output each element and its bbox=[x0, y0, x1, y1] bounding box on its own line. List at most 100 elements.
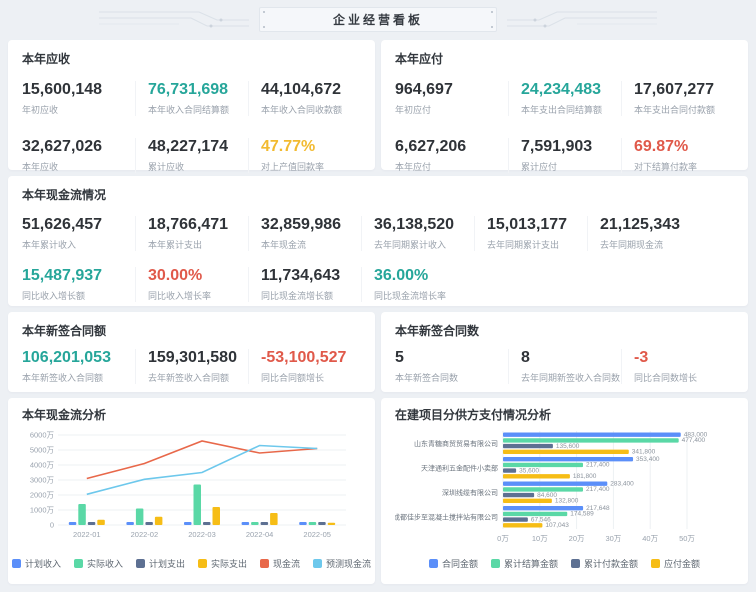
metric-value: 44,104,672 bbox=[261, 81, 342, 98]
chart-title: 在建项目分供方支付情况分析 bbox=[395, 408, 552, 422]
legend-swatch bbox=[313, 559, 323, 568]
y-tick-label: 4000万 bbox=[30, 461, 55, 470]
bar-计划支出[interactable] bbox=[87, 522, 96, 525]
bar-累计结算金额[interactable] bbox=[503, 462, 584, 468]
bar-实际支出[interactable] bbox=[97, 519, 105, 525]
legend-item-计划支出[interactable]: 计划支出 bbox=[135, 557, 185, 570]
bar-实际收入[interactable] bbox=[308, 522, 317, 525]
bar-应付金额[interactable] bbox=[503, 474, 570, 479]
bar-累计结算金额[interactable] bbox=[503, 511, 568, 517]
bar-实际支出[interactable] bbox=[154, 516, 163, 525]
metric-label: 去年同期累计支出 bbox=[487, 240, 560, 250]
category-label: 山东青糖商贸贸易有限公司 bbox=[414, 439, 498, 448]
bar-合同金额[interactable] bbox=[503, 457, 634, 462]
row-receivable-payable: 本年应收 15,600,148 年初应收 76,731,698 本年收入合同结算额 44… bbox=[8, 40, 748, 173]
legend-item-应付金额[interactable]: 应付金额 bbox=[651, 557, 700, 570]
metric-value: 159,301,580 bbox=[148, 349, 237, 366]
metric-value: 5 bbox=[395, 349, 404, 366]
legend-item-累计结算金额[interactable]: 累计结算金额 bbox=[490, 557, 558, 570]
metric: 17,607,277 本年支出合同付款额 bbox=[621, 81, 734, 116]
bar-value-label: 483,000 bbox=[684, 431, 708, 438]
line-现金流[interactable] bbox=[86, 440, 318, 480]
metric: 24,234,483 本年支出合同结算额 bbox=[508, 81, 621, 116]
metric-value: 47.77% bbox=[261, 138, 316, 155]
bar-value-label: 174,589 bbox=[570, 511, 594, 518]
metric: 106,201,053 本年新签收入合同额 bbox=[22, 349, 135, 384]
metric-label: 本年收入合同结算额 bbox=[148, 105, 230, 115]
bar-实际收入[interactable] bbox=[135, 508, 144, 526]
metric-value: 48,227,174 bbox=[148, 138, 229, 155]
legend-item-现金流[interactable]: 现金流 bbox=[260, 557, 300, 570]
row-contracts: 本年新签合同额 106,201,053 本年新签收入合同额 159,301,580 去… bbox=[8, 312, 748, 392]
bar-应付金额[interactable] bbox=[503, 523, 543, 528]
metric: 51,626,457 本年累计收入 bbox=[22, 216, 135, 251]
chart-title: 本年现金流分析 bbox=[22, 408, 107, 422]
bar-计划收入[interactable] bbox=[126, 522, 134, 525]
bar-实际收入[interactable] bbox=[251, 522, 259, 525]
cashflow-analysis-chart[interactable]: 0 1000万 2000万 3000万 4000万 5000万 6000万 2022-01 20… bbox=[22, 427, 358, 555]
bar-计划收入[interactable] bbox=[184, 522, 192, 525]
metric-label: 累计应收 bbox=[148, 162, 185, 172]
bar-计划收入[interactable] bbox=[241, 522, 250, 525]
bar-合同金额[interactable] bbox=[503, 481, 608, 486]
metric-value: 15,487,937 bbox=[22, 267, 103, 284]
card-title: 本年新签合同数 bbox=[395, 324, 480, 338]
metric-label: 年初应收 bbox=[22, 105, 59, 115]
cashflow-analysis-card: 本年现金流分析 0 1000万 2000万 3000万 4000万 5000万 6000万 2… bbox=[8, 398, 375, 584]
x-tick-label: 2022-03 bbox=[188, 530, 216, 539]
supplier-payment-card: 在建项目分供方支付情况分析 0万 10万 20万 30万 40万 50万 山东青糖商贸贸易有… bbox=[381, 398, 748, 584]
metric-value: 106,201,053 bbox=[22, 349, 111, 366]
metric: 8 去年同期新签收入合同数 bbox=[508, 349, 621, 384]
bar-应付金额[interactable] bbox=[503, 449, 629, 454]
bar-计划支出[interactable] bbox=[145, 522, 153, 525]
metric-value: 21,125,343 bbox=[600, 216, 681, 233]
bar-实际收入[interactable] bbox=[193, 484, 202, 526]
bar-应付金额[interactable] bbox=[503, 498, 552, 503]
metric: 6,627,206 本年应付 bbox=[395, 138, 508, 173]
bar-累计结算金额[interactable] bbox=[503, 438, 679, 443]
bar-累计付款金额[interactable] bbox=[503, 443, 553, 449]
bar-计划支出[interactable] bbox=[260, 522, 269, 525]
bar-实际收入[interactable] bbox=[78, 504, 86, 525]
legend-item-合同金额[interactable]: 合同金额 bbox=[428, 557, 478, 570]
metric: 18,766,471 本年累计支出 bbox=[135, 216, 248, 251]
metric-label: 去年同期现金流 bbox=[600, 240, 664, 250]
metric-value: 36,138,520 bbox=[374, 216, 455, 233]
metric-label: 同比现金流增长率 bbox=[374, 291, 447, 301]
legend-swatch bbox=[260, 559, 270, 568]
metric-value: 11,734,643 bbox=[261, 267, 341, 284]
legend-item-计划收入[interactable]: 计划收入 bbox=[11, 557, 61, 570]
legend-item-预测现金流[interactable]: 预测现金流 bbox=[313, 557, 371, 570]
bar-计划收入[interactable] bbox=[299, 522, 307, 525]
metric-label: 本年新签收入合同额 bbox=[22, 373, 104, 383]
bar-计划支出[interactable] bbox=[318, 522, 326, 525]
line-预测现金流[interactable] bbox=[86, 444, 318, 496]
supplier-payment-chart[interactable]: 0万 10万 20万 30万 40万 50万 山东青糖商贸贸易有限公司 483,000477,… bbox=[395, 427, 731, 555]
metric-value: 32,627,026 bbox=[22, 138, 103, 155]
legend-swatch bbox=[73, 559, 83, 568]
bar-累计付款金额[interactable] bbox=[503, 517, 528, 522]
bar-累计付款金额[interactable] bbox=[503, 468, 517, 473]
contract-count-card: 本年新签合同数 5 本年新签合同数 8 去年同期新签收入合同数 -3 同比合同数增长 bbox=[381, 312, 748, 392]
legend-swatch bbox=[651, 559, 661, 568]
bar-实际支出[interactable] bbox=[270, 513, 278, 525]
bar-计划收入[interactable] bbox=[68, 522, 77, 525]
legend-item-实际收入[interactable]: 实际收入 bbox=[73, 557, 123, 570]
bar-实际支出[interactable] bbox=[327, 522, 336, 525]
metric: 36,138,520 去年同期累计收入 bbox=[361, 216, 474, 251]
metric-label: 年初应付 bbox=[395, 105, 432, 115]
bar-累计付款金额[interactable] bbox=[503, 492, 535, 498]
bar-计划支出[interactable] bbox=[203, 522, 211, 525]
legend-item-实际支出[interactable]: 实际支出 bbox=[198, 557, 247, 570]
metric-label: 本年现金流 bbox=[261, 240, 307, 250]
bar-合同金额[interactable] bbox=[503, 432, 681, 437]
bar-累计结算金额[interactable] bbox=[503, 487, 584, 492]
contract-amount-card: 本年新签合同额 106,201,053 本年新签收入合同额 159,301,580 去… bbox=[8, 312, 375, 392]
x-tick-label: 30万 bbox=[605, 534, 621, 543]
metric-label: 本年收入合同收款额 bbox=[261, 105, 343, 115]
metric: 30.00% 同比收入增长率 bbox=[135, 267, 248, 302]
bar-实际支出[interactable] bbox=[212, 507, 221, 525]
bar-合同金额[interactable] bbox=[503, 506, 584, 511]
metric-label: 对上产值回款率 bbox=[261, 162, 325, 172]
legend-item-累计付款金额[interactable]: 累计付款金额 bbox=[571, 557, 638, 570]
